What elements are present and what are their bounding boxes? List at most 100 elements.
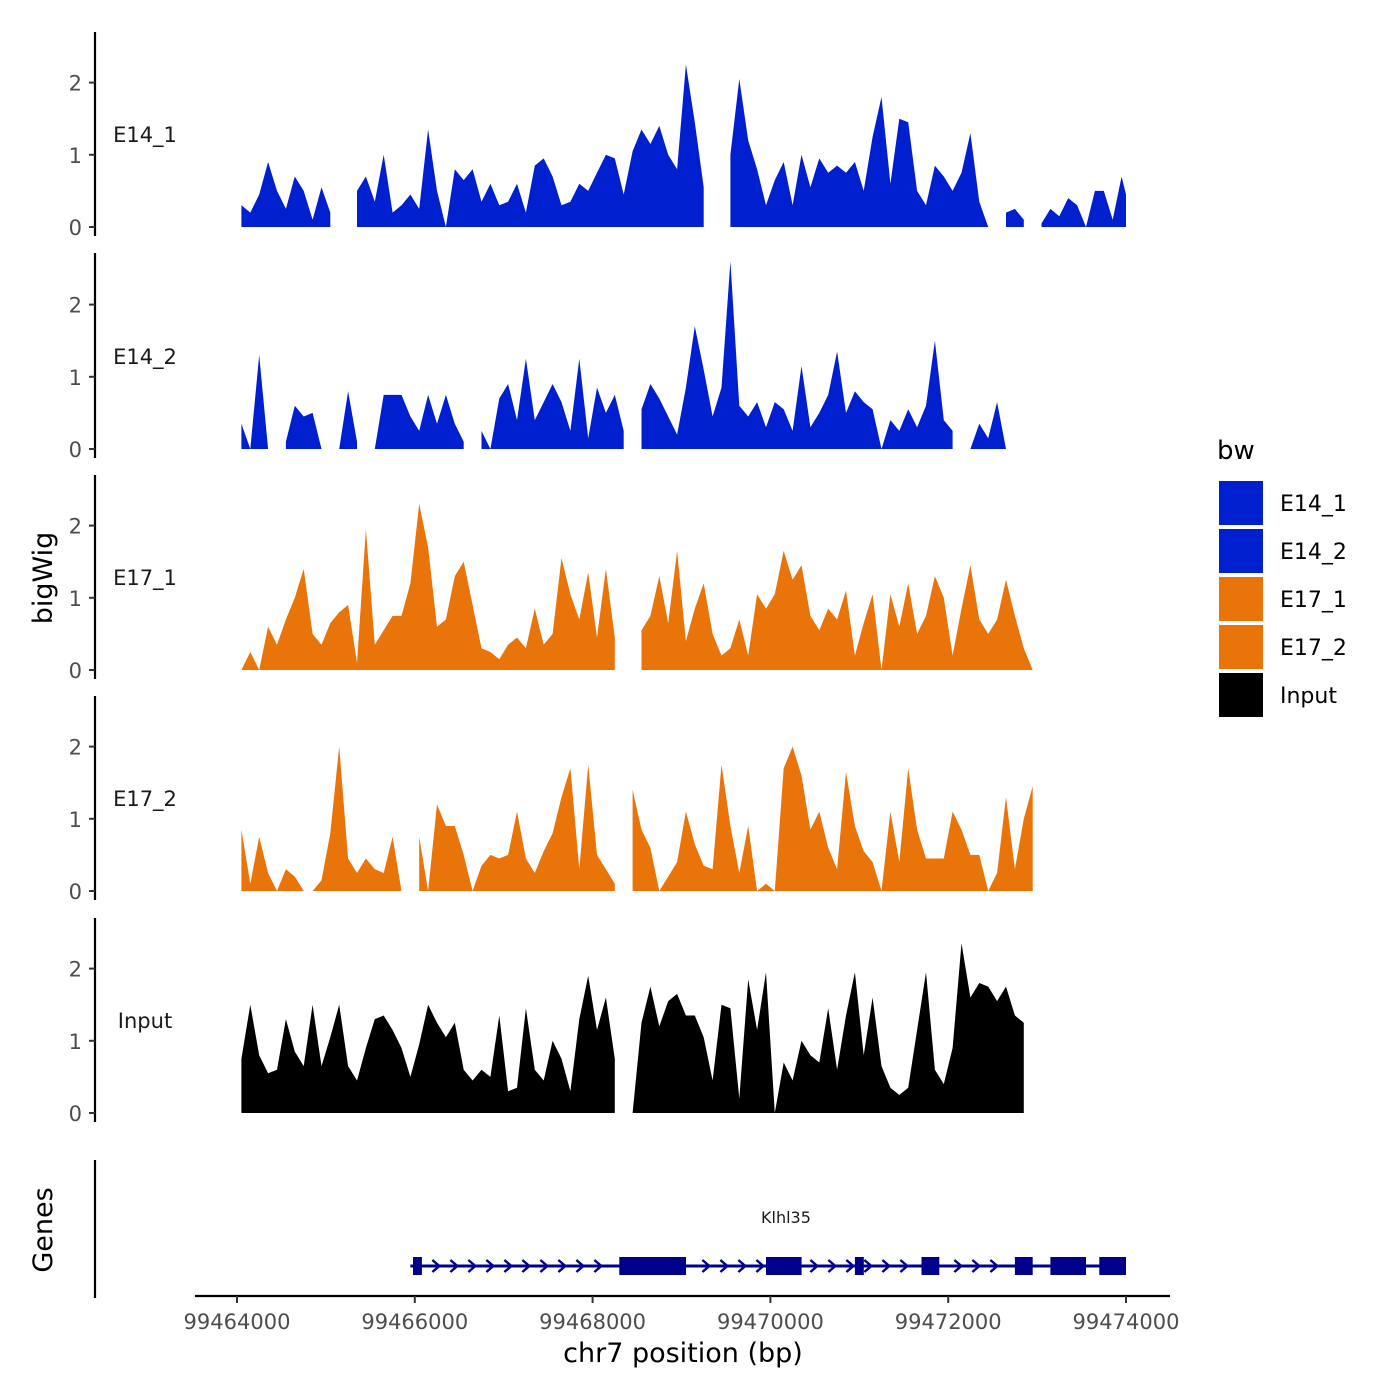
track-panel-E14_1: 0 1 2 E14_1 xyxy=(69,32,1126,240)
y-axis-title: bigWig xyxy=(28,532,59,625)
signal-area-E17_2-2 xyxy=(632,746,1033,891)
x-tick-label-99466000: 99466000 xyxy=(361,1310,468,1334)
y-tick-label-Input-2: 2 xyxy=(69,958,82,982)
y-tick-label-E14_1-1: 1 xyxy=(69,144,82,168)
strand-chevron-0 xyxy=(431,1259,442,1273)
track-panel-Input: 0 1 2 Input xyxy=(69,918,1024,1126)
legend-key-E17_1 xyxy=(1219,577,1263,621)
x-tick-label-99464000: 99464000 xyxy=(184,1310,291,1334)
signal-area-E14_1-2 xyxy=(730,79,989,227)
strand-chevron-6 xyxy=(539,1259,550,1273)
y-tick-label-E17_2-2: 2 xyxy=(69,736,82,760)
legend-key-Input xyxy=(1219,673,1263,717)
strand-chevron-14 xyxy=(809,1259,820,1273)
signal-area-E14_2-1 xyxy=(285,405,322,449)
strand-chevron-9 xyxy=(593,1259,604,1273)
exon-7 xyxy=(1050,1257,1086,1275)
strand-chevron-7 xyxy=(557,1259,568,1273)
exon-4 xyxy=(854,1257,864,1275)
strand-chevron-10 xyxy=(701,1259,712,1273)
exon-8 xyxy=(1099,1257,1126,1275)
strand-chevron-17 xyxy=(863,1259,874,1273)
legend: bw E14_1 E14_2 E17_1 E17_2 Input xyxy=(1217,436,1347,717)
strand-chevron-22 xyxy=(989,1259,1000,1273)
signal-area-E14_2-0 xyxy=(241,355,269,449)
signal-area-E14_1-0 xyxy=(241,162,331,227)
x-tick-label-99468000: 99468000 xyxy=(539,1310,646,1334)
exon-1 xyxy=(413,1257,422,1275)
legend-title: bw xyxy=(1217,436,1255,466)
signal-area-E14_2-3 xyxy=(374,394,464,449)
strand-chevron-4 xyxy=(503,1259,514,1273)
y-tick-label-E17_1-0: 0 xyxy=(69,659,82,683)
track-label-E17_2: E17_2 xyxy=(113,787,177,812)
exon-3 xyxy=(766,1257,802,1275)
track-label-Input: Input xyxy=(118,1009,172,1033)
legend-label-E14_1: E14_1 xyxy=(1280,492,1347,517)
exon-6 xyxy=(1014,1257,1033,1275)
strand-chevron-19 xyxy=(899,1259,910,1273)
strand-chevron-12 xyxy=(737,1259,748,1273)
track-label-E14_1: E14_1 xyxy=(113,123,177,148)
strand-chevron-3 xyxy=(485,1259,496,1273)
track-panel-E14_2: 0 1 2 E14_2 xyxy=(69,253,1006,462)
strand-chevron-11 xyxy=(719,1259,730,1273)
strand-chevron-18 xyxy=(881,1259,892,1273)
strand-chevron-2 xyxy=(467,1259,478,1273)
y-tick-label-E14_2-0: 0 xyxy=(69,438,82,462)
y-tick-label-E17_1-2: 2 xyxy=(69,515,82,539)
signal-area-E14_1-3 xyxy=(1006,208,1024,227)
y-tick-label-Input-0: 0 xyxy=(69,1102,82,1126)
signal-area-E14_2-6 xyxy=(970,402,1006,449)
legend-label-E17_1: E17_1 xyxy=(1280,588,1347,613)
strand-chevron-16 xyxy=(845,1259,856,1273)
signal-area-Input-1 xyxy=(632,943,1024,1113)
exon-2 xyxy=(619,1257,686,1275)
signal-area-E17_1-1 xyxy=(641,550,1033,670)
x-axis: 99464000 99466000 99468000 99470000 99472000… xyxy=(184,1294,1180,1334)
y-tick-label-E17_2-0: 0 xyxy=(69,880,82,904)
signal-area-E14_2-2 xyxy=(339,391,357,449)
y-tick-label-E14_2-1: 1 xyxy=(69,366,82,390)
gene-track-title: Genes xyxy=(28,1187,59,1272)
legend-label-E17_2: E17_2 xyxy=(1280,636,1347,661)
gene-track: Klhl35 xyxy=(93,1160,1126,1298)
strand-chevron-1 xyxy=(449,1259,460,1273)
track-label-E14_2: E14_2 xyxy=(113,345,177,370)
strand-chevron-5 xyxy=(521,1259,532,1273)
y-tick-label-E14_1-0: 0 xyxy=(69,216,82,240)
signal-area-E17_2-1 xyxy=(419,764,615,891)
strand-chevron-13 xyxy=(755,1259,766,1273)
signal-area-E17_1-0 xyxy=(241,503,615,670)
y-tick-label-E17_2-1: 1 xyxy=(69,808,82,832)
track-label-E17_1: E17_1 xyxy=(113,566,177,591)
x-tick-label-99470000: 99470000 xyxy=(717,1310,824,1334)
strand-chevron-15 xyxy=(827,1259,838,1273)
strand-chevron-20 xyxy=(953,1259,964,1273)
signal-area-E17_2-0 xyxy=(241,746,402,891)
y-tick-label-E14_1-2: 2 xyxy=(69,72,82,96)
track-panel-E17_2: 0 1 2 E17_2 xyxy=(69,696,1033,904)
x-tick-label-99472000: 99472000 xyxy=(895,1310,1002,1334)
y-tick-label-E17_1-1: 1 xyxy=(69,587,82,611)
signal-area-E14_2-4 xyxy=(481,358,624,449)
legend-key-E14_2 xyxy=(1219,529,1263,573)
legend-key-E17_2 xyxy=(1219,625,1263,669)
legend-key-E14_1 xyxy=(1219,481,1263,525)
gene-name-label: Klhl35 xyxy=(761,1208,811,1227)
exon-5 xyxy=(921,1257,940,1275)
legend-label-E14_2: E14_2 xyxy=(1280,540,1347,565)
x-tick-label-99474000: 99474000 xyxy=(1073,1310,1180,1334)
legend-label-Input: Input xyxy=(1280,684,1337,709)
y-tick-label-E14_2-2: 2 xyxy=(69,294,82,318)
strand-chevron-21 xyxy=(971,1259,982,1273)
strand-chevron-8 xyxy=(575,1259,586,1273)
signal-tracks: 0 1 2 E14_1 0 1 2 E14_2 0 1 2 E17_1 0 1 2 E17_2 0 1 2 Input xyxy=(69,32,1126,1126)
signal-area-Input-0 xyxy=(241,975,615,1113)
signal-area-E14_1-1 xyxy=(357,64,704,227)
x-axis-title: chr7 position (bp) xyxy=(563,1338,803,1369)
track-panel-E17_1: 0 1 2 E17_1 xyxy=(69,475,1033,683)
signal-area-E14_1-4 xyxy=(1041,176,1126,227)
y-tick-label-Input-1: 1 xyxy=(69,1030,82,1054)
